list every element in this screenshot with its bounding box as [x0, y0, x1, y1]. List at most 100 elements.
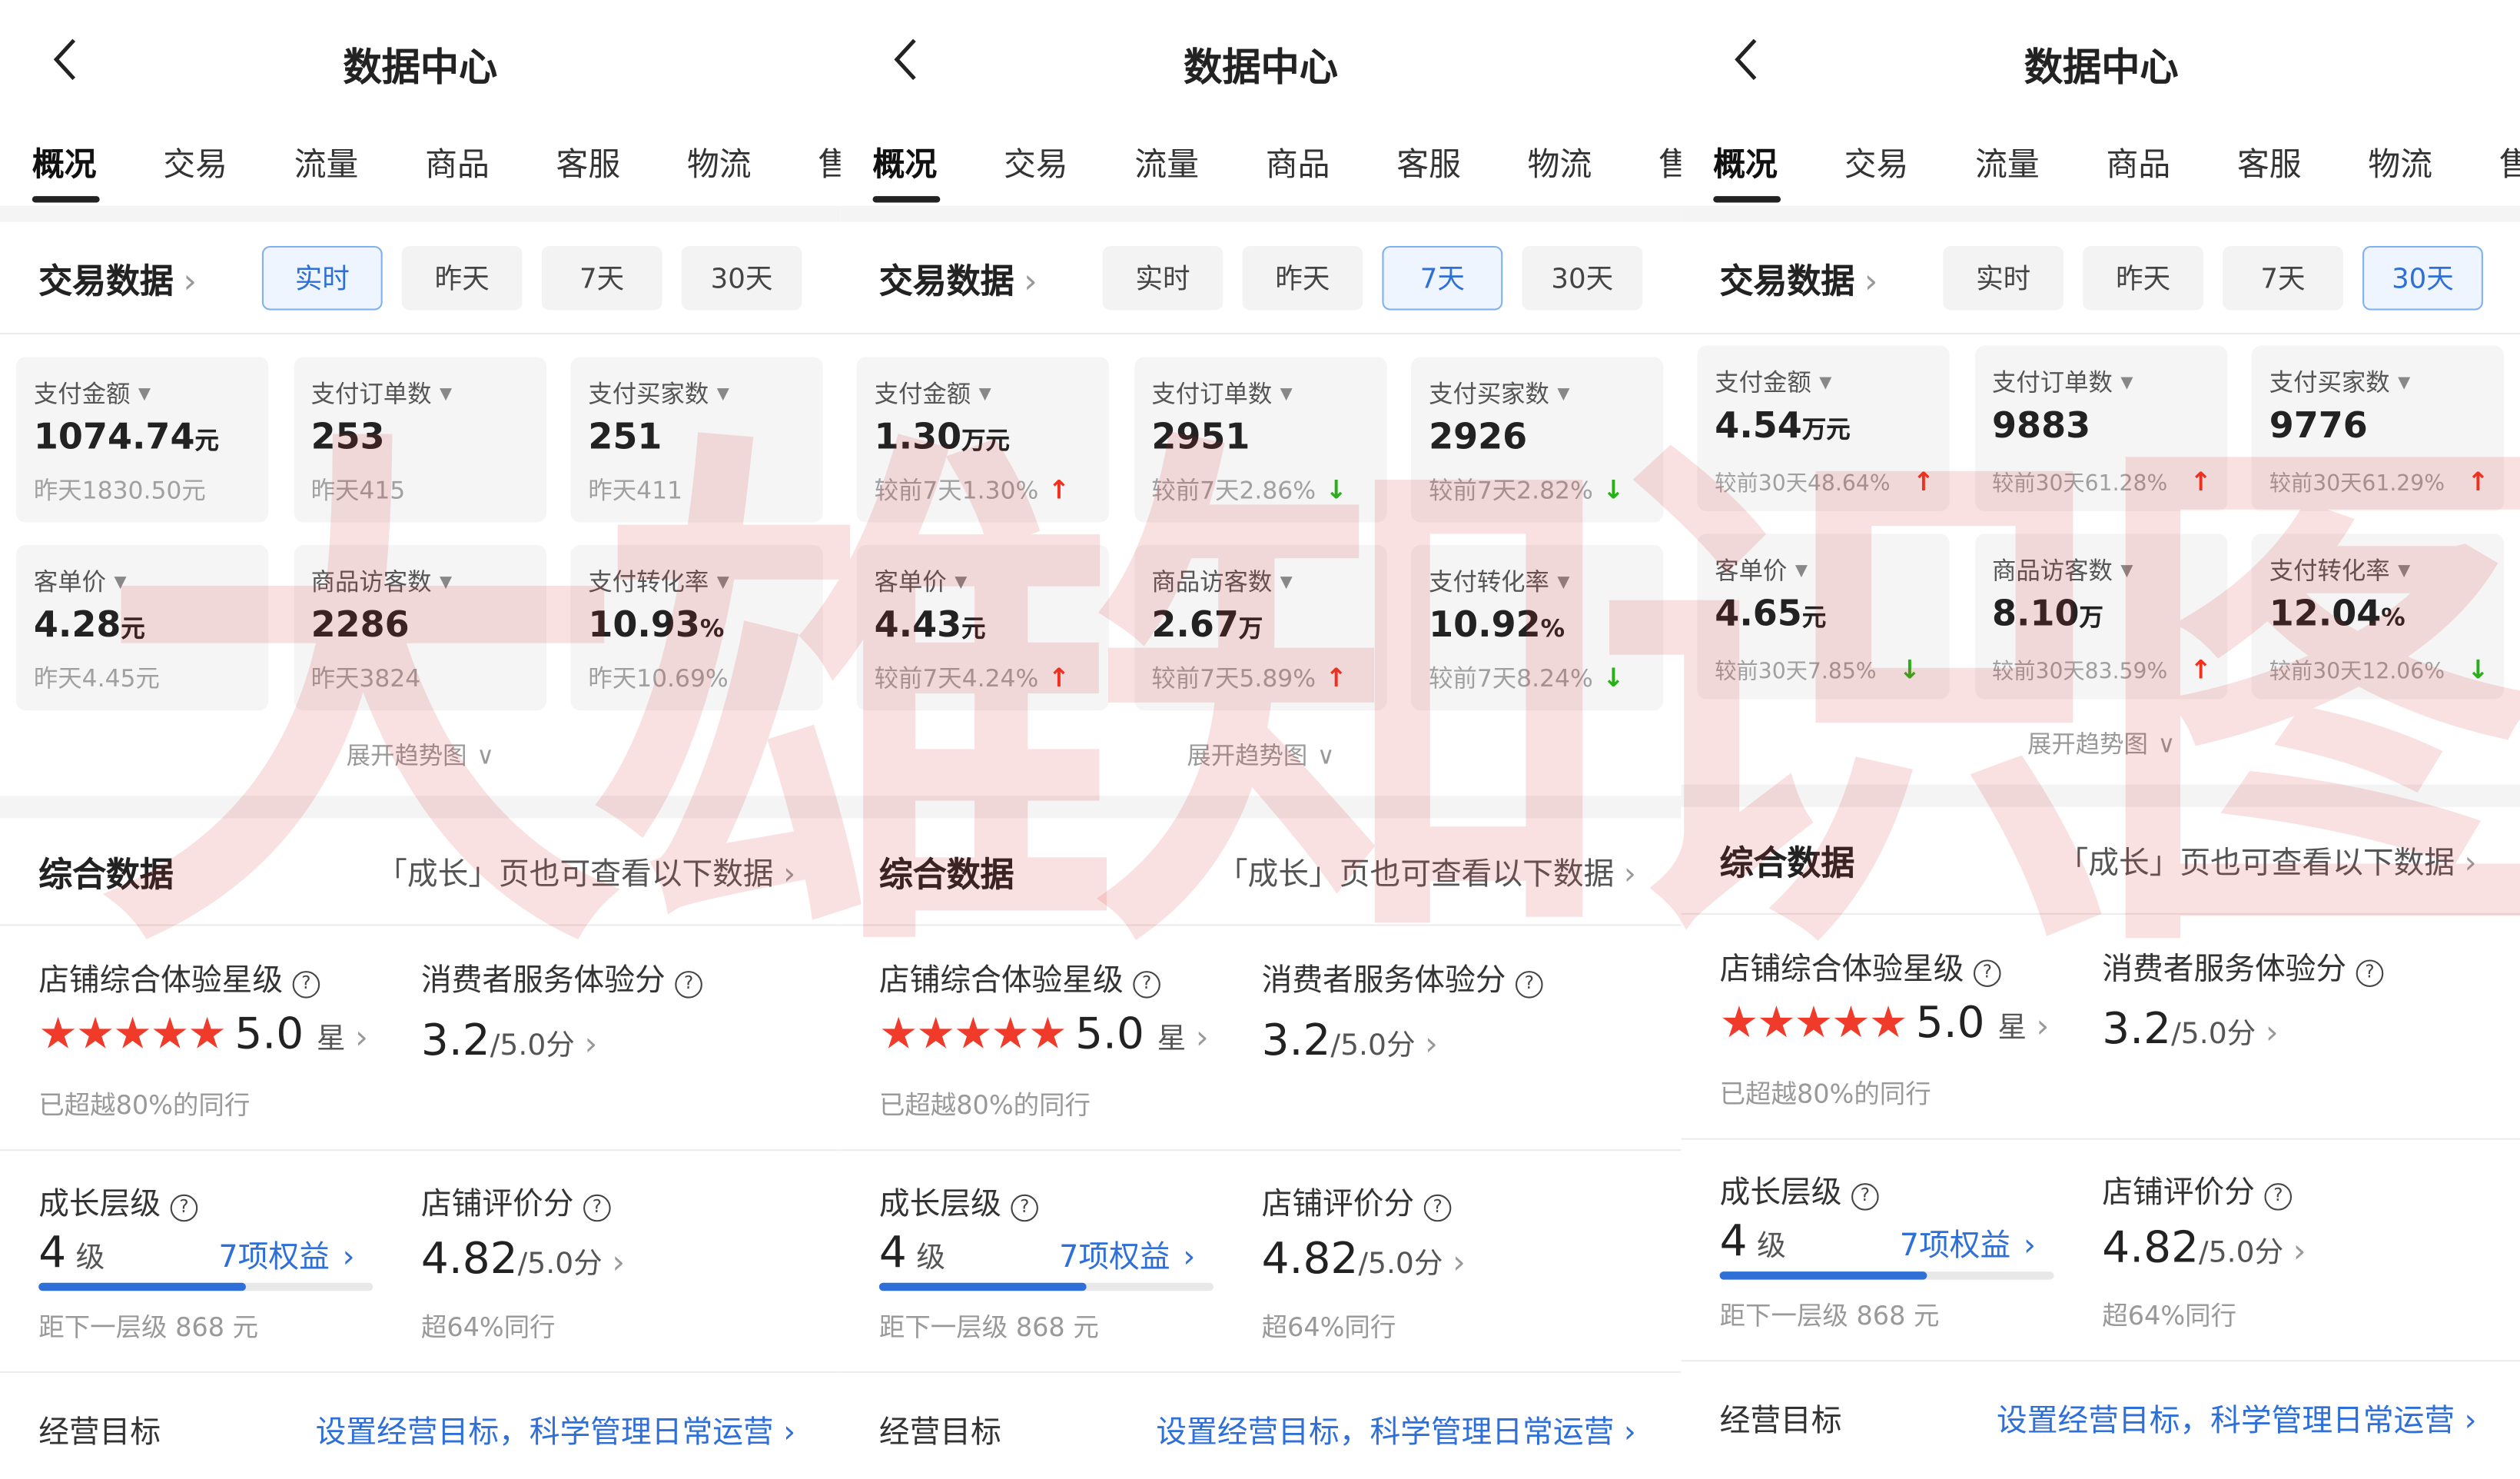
service-score[interactable]: 3.2/5.0分 ›: [421, 1016, 597, 1066]
review-score[interactable]: 4.82/5.0分 ›: [2102, 1223, 2306, 1273]
range-button-0[interactable]: 实时: [1943, 245, 2064, 311]
range-button-1[interactable]: 昨天: [401, 245, 523, 311]
range-button-2[interactable]: 7天: [1382, 245, 1503, 311]
tab-6[interactable]: 售: [2499, 138, 2520, 185]
metric-card[interactable]: 支付转化率 ▼ 10.93% 昨天10.69%: [570, 544, 823, 711]
tab-3[interactable]: 商品: [1265, 145, 1330, 184]
caret-down-icon[interactable]: ▼: [955, 573, 968, 592]
help-icon[interactable]: ?: [1423, 1194, 1452, 1222]
star-rating[interactable]: ★★★★★ 5.0 星 ›: [879, 1009, 1209, 1059]
metric-card[interactable]: 支付订单数 ▼ 253 昨天415: [293, 357, 546, 523]
caret-down-icon[interactable]: ▼: [716, 385, 729, 404]
back-icon[interactable]: [888, 35, 924, 84]
caret-down-icon[interactable]: ▼: [439, 385, 453, 404]
metric-card[interactable]: 商品访客数 ▼ 2286 昨天3824: [293, 544, 546, 711]
help-icon[interactable]: ?: [1133, 971, 1160, 999]
range-button-2[interactable]: 7天: [541, 245, 662, 311]
tab-6[interactable]: 售: [1658, 138, 1681, 185]
help-icon[interactable]: ?: [2356, 959, 2384, 987]
metric-card[interactable]: 支付金额 ▼ 1074.74元 昨天1830.50元: [15, 357, 269, 523]
range-button-3[interactable]: 30天: [1522, 245, 1643, 311]
range-button-3[interactable]: 30天: [681, 245, 802, 311]
metric-card[interactable]: 支付订单数 ▼ 9883 较前30天61.28% ↑: [1974, 345, 2227, 512]
range-button-0[interactable]: 实时: [1102, 245, 1223, 311]
caret-down-icon[interactable]: ▼: [978, 385, 991, 404]
tab-0[interactable]: 概况: [32, 145, 97, 184]
caret-down-icon[interactable]: ▼: [1557, 573, 1570, 592]
tab-6[interactable]: 售: [818, 138, 840, 185]
help-icon[interactable]: ?: [1516, 971, 1543, 999]
metric-card[interactable]: 支付订单数 ▼ 2951 较前7天2.86% ↓: [1134, 357, 1386, 523]
metric-card[interactable]: 支付买家数 ▼ 2926 较前7天2.82% ↓: [1411, 357, 1664, 523]
tab-1[interactable]: 交易: [1003, 145, 1068, 184]
range-button-3[interactable]: 30天: [2362, 245, 2483, 311]
help-icon[interactable]: ?: [170, 1194, 198, 1222]
caret-down-icon[interactable]: ▼: [138, 385, 151, 404]
summary-hint-link[interactable]: 「成长」页也可查看以下数据 ›: [377, 850, 795, 893]
metric-card[interactable]: 商品访客数 ▼ 8.10万 较前30天83.59% ↑: [1974, 533, 2227, 700]
star-rating[interactable]: ★★★★★ 5.0 星 ›: [1720, 999, 2050, 1049]
range-button-0[interactable]: 实时: [261, 245, 383, 311]
caret-down-icon[interactable]: ▼: [2398, 374, 2411, 393]
metric-card[interactable]: 客单价 ▼ 4.28元 昨天4.45元: [15, 544, 269, 711]
tab-2[interactable]: 流量: [294, 145, 359, 184]
help-icon[interactable]: ?: [1851, 1183, 1879, 1211]
star-rating[interactable]: ★★★★★ 5.0 星 ›: [38, 1009, 368, 1059]
caret-down-icon[interactable]: ▼: [2398, 562, 2411, 580]
expand-trend-button[interactable]: 展开趋势图 ∨: [841, 738, 1682, 772]
service-score[interactable]: 3.2/5.0分 ›: [2102, 1005, 2278, 1055]
metric-card[interactable]: 支付金额 ▼ 4.54万元 较前30天48.64% ↑: [1697, 345, 1950, 512]
tab-4[interactable]: 客服: [1396, 145, 1461, 184]
tab-2[interactable]: 流量: [1975, 145, 2040, 184]
summary-hint-link[interactable]: 「成长」页也可查看以下数据 ›: [1217, 850, 1636, 893]
expand-trend-button[interactable]: 展开趋势图 ∨: [1681, 726, 2520, 760]
metric-card[interactable]: 支付金额 ▼ 1.30万元 较前7天1.30% ↑: [856, 357, 1109, 523]
growth-benefits-link[interactable]: 7项权益 ›: [1059, 1233, 1195, 1276]
metric-card[interactable]: 支付买家数 ▼ 251 昨天411: [570, 357, 823, 523]
range-button-1[interactable]: 昨天: [1242, 245, 1363, 311]
tab-5[interactable]: 物流: [1527, 145, 1592, 184]
tab-0[interactable]: 概况: [1713, 145, 1778, 184]
help-icon[interactable]: ?: [2264, 1183, 2293, 1211]
tab-1[interactable]: 交易: [1844, 145, 1909, 184]
metric-card[interactable]: 支付买家数 ▼ 9776 较前30天61.29% ↑: [2251, 345, 2505, 512]
metric-card[interactable]: 支付转化率 ▼ 10.92% 较前7天8.24% ↓: [1411, 544, 1664, 711]
growth-benefits-link[interactable]: 7项权益 ›: [1900, 1221, 2036, 1265]
range-button-2[interactable]: 7天: [2223, 245, 2343, 311]
metric-card[interactable]: 支付转化率 ▼ 12.04% 较前30天12.06% ↓: [2251, 533, 2505, 700]
caret-down-icon[interactable]: ▼: [114, 573, 127, 592]
tab-5[interactable]: 物流: [2368, 145, 2433, 184]
caret-down-icon[interactable]: ▼: [2120, 374, 2133, 393]
caret-down-icon[interactable]: ▼: [1819, 374, 1832, 393]
business-goal-link[interactable]: 设置经营目标，科学管理日常运营 ›: [316, 1408, 795, 1451]
caret-down-icon[interactable]: ▼: [1280, 573, 1293, 592]
business-goal-link[interactable]: 设置经营目标，科学管理日常运营 ›: [1156, 1408, 1635, 1451]
expand-trend-button[interactable]: 展开趋势图 ∨: [0, 738, 841, 772]
metric-card[interactable]: 客单价 ▼ 4.43元 较前7天4.24% ↑: [856, 544, 1109, 711]
caret-down-icon[interactable]: ▼: [1557, 385, 1570, 404]
tab-3[interactable]: 商品: [2106, 145, 2171, 184]
review-score[interactable]: 4.82/5.0分 ›: [421, 1235, 625, 1285]
trade-data-title[interactable]: 交易数据 ›: [38, 256, 197, 304]
metric-card[interactable]: 客单价 ▼ 4.65元 较前30天7.85% ↓: [1697, 533, 1950, 700]
review-score[interactable]: 4.82/5.0分 ›: [1262, 1235, 1466, 1285]
help-icon[interactable]: ?: [292, 971, 320, 999]
tab-4[interactable]: 客服: [556, 145, 621, 184]
trade-data-title[interactable]: 交易数据 ›: [1720, 256, 1878, 304]
summary-hint-link[interactable]: 「成长」页也可查看以下数据 ›: [2058, 839, 2477, 882]
back-icon[interactable]: [1729, 35, 1765, 84]
business-goal-link[interactable]: 设置经营目标，科学管理日常运营 ›: [1997, 1397, 2476, 1440]
service-score[interactable]: 3.2/5.0分 ›: [1262, 1016, 1438, 1066]
help-icon[interactable]: ?: [675, 971, 702, 999]
metric-card[interactable]: 商品访客数 ▼ 2.67万 较前7天5.89% ↑: [1134, 544, 1386, 711]
caret-down-icon[interactable]: ▼: [439, 573, 453, 592]
caret-down-icon[interactable]: ▼: [716, 573, 729, 592]
caret-down-icon[interactable]: ▼: [1280, 385, 1293, 404]
tab-1[interactable]: 交易: [163, 145, 227, 184]
tab-0[interactable]: 概况: [872, 145, 938, 184]
back-icon[interactable]: [48, 35, 84, 84]
tab-4[interactable]: 客服: [2236, 145, 2302, 184]
growth-benefits-link[interactable]: 7项权益 ›: [218, 1233, 354, 1276]
tab-5[interactable]: 物流: [686, 145, 752, 184]
tab-3[interactable]: 商品: [425, 145, 490, 184]
